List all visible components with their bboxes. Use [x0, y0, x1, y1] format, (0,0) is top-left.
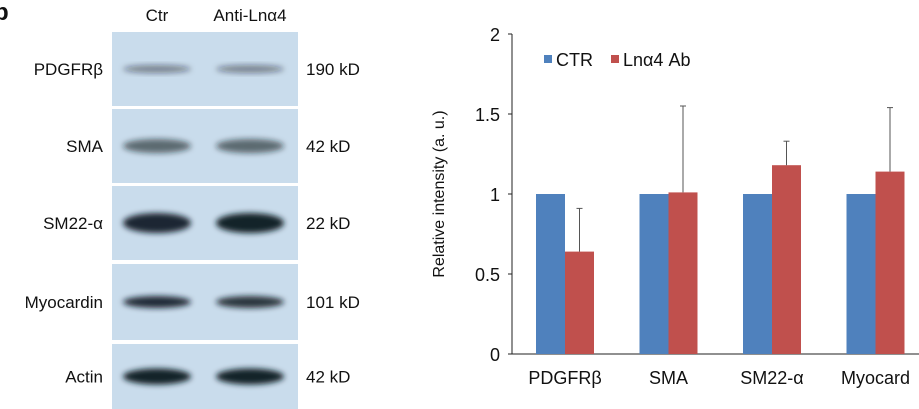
blot-band: [123, 65, 191, 73]
protein-label: Myocardin: [25, 293, 103, 312]
blot-band: [216, 213, 284, 233]
bar-ln-4-ab: [668, 192, 698, 354]
y-tick-label: 0.5: [475, 265, 500, 285]
blot-band: [216, 65, 284, 73]
blot-band: [216, 296, 284, 308]
x-tick-label: Myocard: [841, 368, 910, 388]
bar-ln-4-ab: [565, 251, 594, 354]
y-tick-label: 2: [490, 25, 500, 45]
blot-band: [123, 368, 191, 385]
x-tick-label: SM22-α: [740, 368, 803, 388]
size-label: 22 kD: [306, 214, 350, 233]
y-tick-label: 1: [490, 185, 500, 205]
bar-ln-4-ab: [772, 165, 801, 354]
size-label: 190 kD: [306, 60, 360, 79]
y-tick-label: 1.5: [475, 105, 500, 125]
blot-band: [216, 139, 284, 153]
blot-band: [123, 139, 191, 153]
lane-label-ctr: Ctr: [146, 6, 169, 25]
blot-band: [123, 213, 191, 233]
legend-swatch: [544, 55, 552, 63]
bar-ctr: [846, 194, 876, 354]
protein-label: PDGFRβ: [34, 60, 104, 79]
protein-label: SM22-α: [43, 214, 103, 233]
blot-band: [216, 368, 284, 385]
bar-ln-4-ab: [875, 171, 905, 354]
lane-label-anti: Anti-Lnα4: [213, 6, 286, 25]
y-tick-label: 0: [490, 345, 500, 365]
protein-label: SMA: [66, 137, 104, 156]
legend-label: CTR: [556, 50, 593, 70]
legend-label: Lnα4 Ab: [623, 50, 690, 70]
bar-ctr: [743, 194, 772, 354]
protein-label: Actin: [65, 368, 103, 387]
bar-ctr: [639, 194, 669, 354]
bar-ctr: [536, 194, 565, 354]
legend-swatch: [611, 55, 619, 63]
x-tick-label: PDGFRβ: [528, 368, 601, 388]
bar-chart: 0 0.5 1 1.5 2 Relative intensity (a. u.) PDGFR…: [431, 25, 919, 388]
panel-letter: b: [0, 0, 9, 26]
x-tick-label: SMA: [649, 368, 688, 388]
size-label: 101 kD: [306, 293, 360, 312]
size-label: 42 kD: [306, 368, 350, 387]
blot-band: [123, 296, 191, 308]
western-blot: PDGFRβ 190 kD SMA 42 kD SM22-α 22 kD Myocardin…: [25, 32, 360, 409]
y-axis-label: Relative intensity (a. u.): [431, 110, 448, 277]
size-label: 42 kD: [306, 137, 350, 156]
